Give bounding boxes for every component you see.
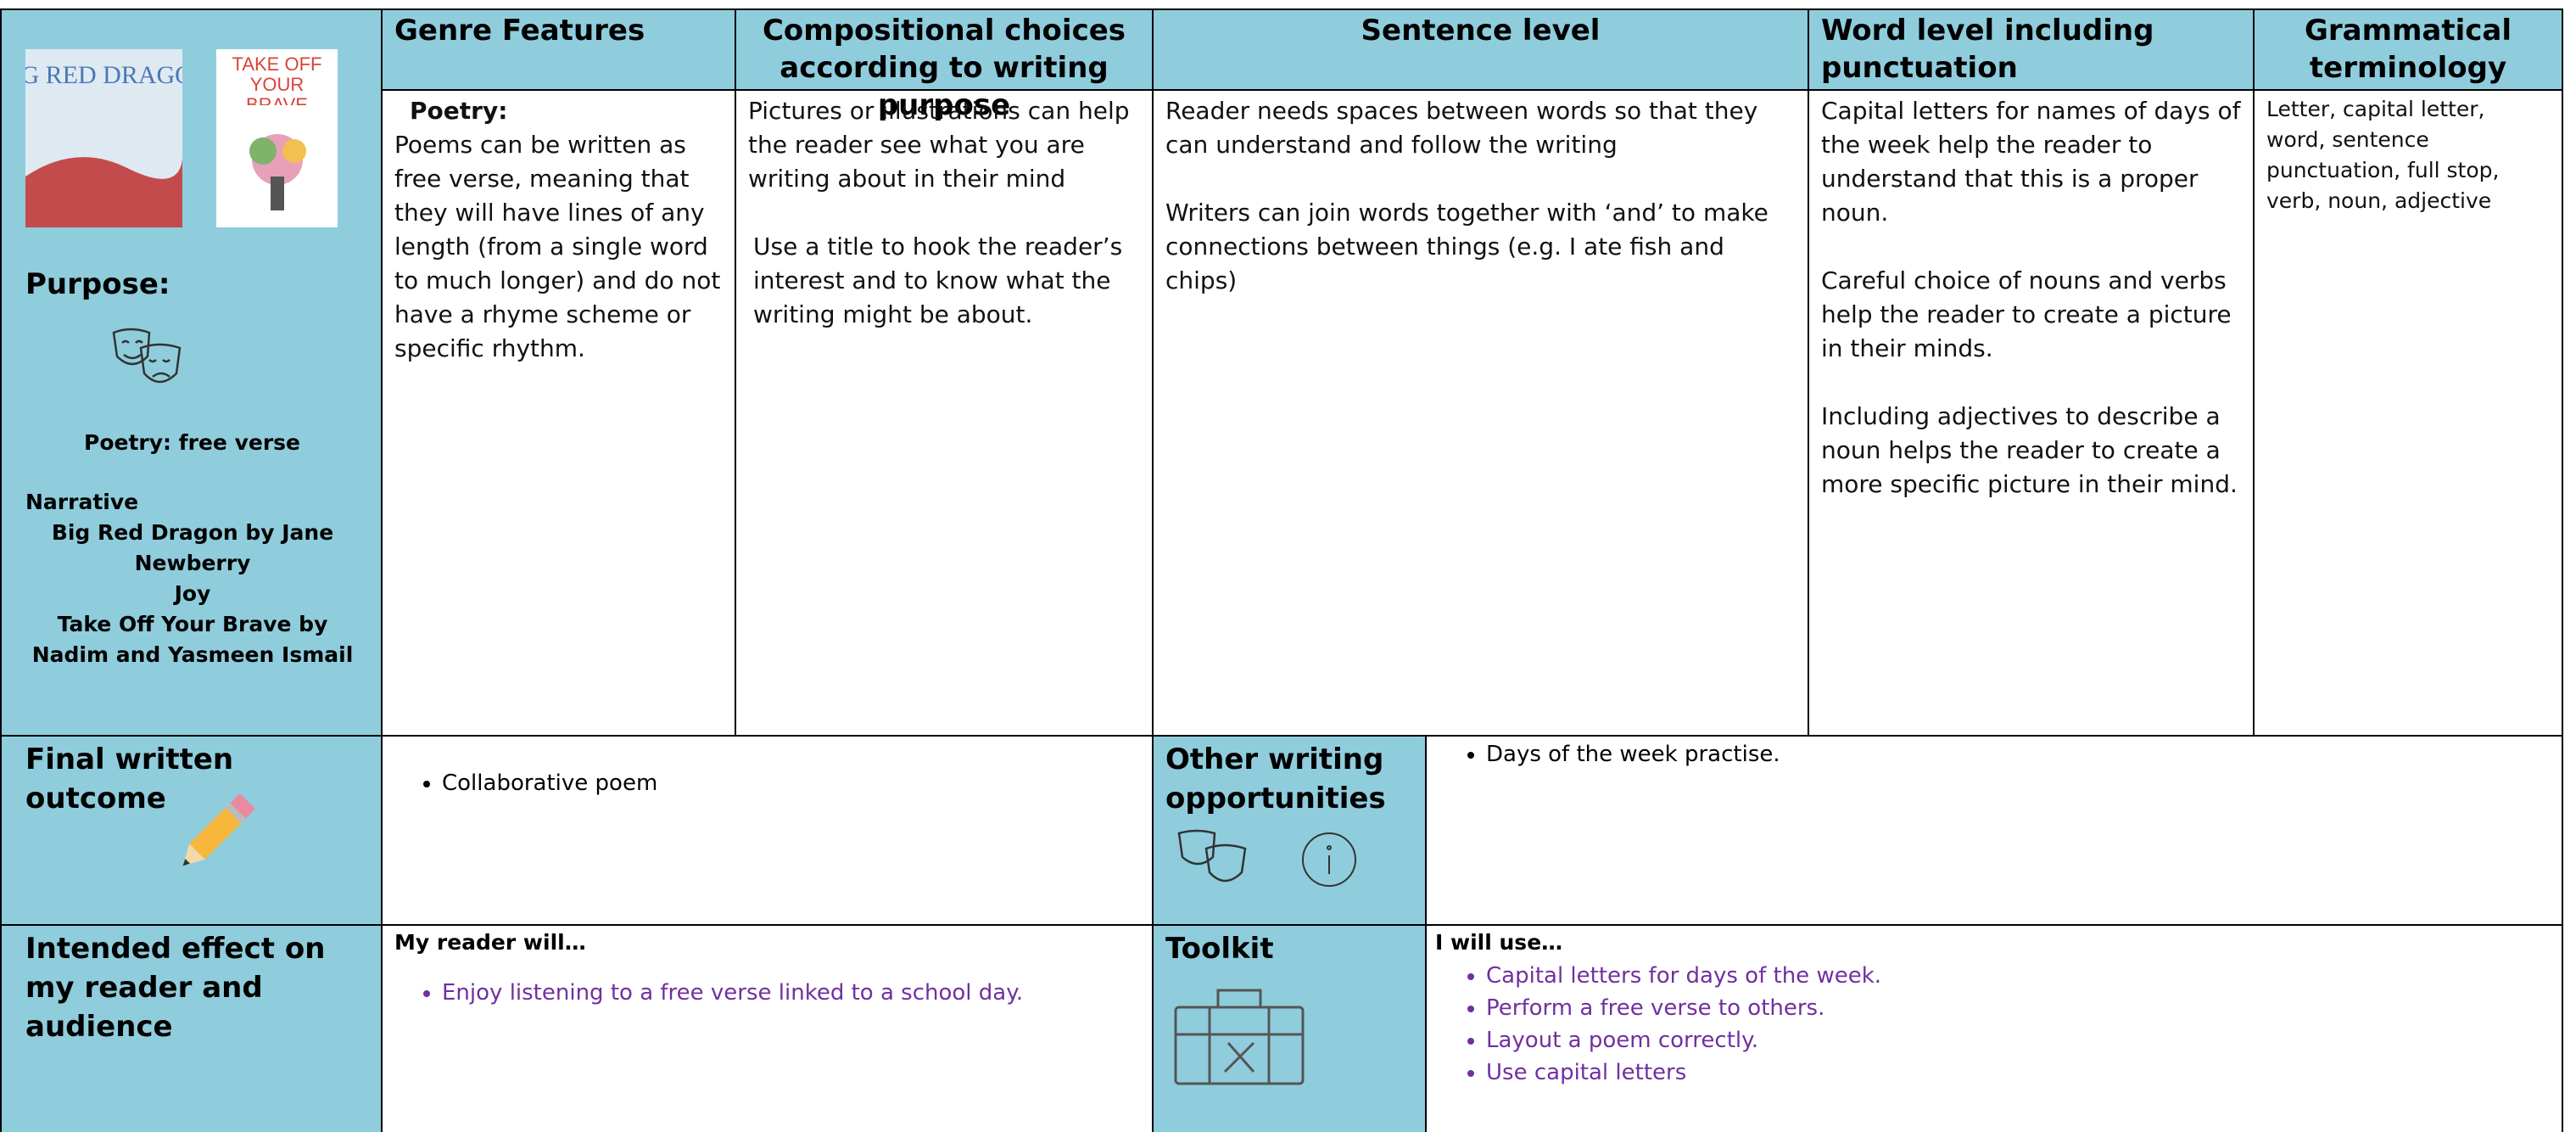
compositional-cell: Pictures or illustrations can help the r… [735,89,1154,737]
paragraph: Writers can join words together with ‘an… [1165,199,1769,294]
list-item: Enjoy listening to a free verse linked t… [442,977,1152,1009]
header: Compositional choices according to writi… [735,8,1154,122]
cover-title: TAKE OFF YOUR BRAVE [232,54,322,105]
list-item: Capital letters for days of the week. [1486,960,2562,992]
header: Word level including punctuation [1808,8,2255,91]
heading: My reader will… [394,930,586,955]
toolkit-content: I will use… Capital letters for days of … [1425,924,2563,1132]
other-cell: Other writing opportunities [1152,735,1427,926]
genre-text: Poems can be written as free verse, mean… [394,131,721,362]
heading: I will use… [1435,930,1563,955]
other-content: Days of the week practise. [1425,735,2563,926]
purpose-cell: BIG RED DRAGON TAKE OFF YOUR BRAVE Purpo… [0,8,383,737]
genre-text: Poetry: free verse [84,430,300,455]
label: Toolkit [1165,932,1274,966]
purpose-label: Purpose: [25,267,170,301]
effect-content: My reader will… Enjoy listening to a fre… [381,924,1154,1132]
word-cell: Capital letters for names of days of the… [1808,89,2255,737]
text-item: Joy [174,581,211,606]
paragraph: Including adjectives to describe a noun … [1821,402,2238,498]
list-item: Collaborative poem [442,767,1152,799]
book-cover: TAKE OFF YOUR BRAVE [216,49,338,227]
grammar-text: Letter, capital letter, word, sentence p… [2266,97,2500,213]
toolkit-cell: Toolkit [1152,924,1427,1132]
final-outcome-cell: Final written outcome [0,735,383,926]
paragraph: Reader needs spaces between words so tha… [1165,97,1758,159]
book-cover: BIG RED DRAGON [25,49,182,227]
paragraph: Use a title to hook the reader’s interes… [753,233,1123,328]
list-item: Layout a poem correctly. [1486,1024,2562,1056]
masks-icon [1177,829,1247,883]
list-item: Use capital letters [1486,1056,2562,1089]
text-item: Take Off Your Brave by Nadim and Yasmeen… [31,612,354,667]
label: Other writing opportunities [1165,743,1386,815]
text-item: Big Red Dragon by Jane Newberry [51,520,334,575]
header: Genre Features [381,8,736,91]
list-item: Perform a free verse to others. [1486,992,2562,1024]
genre-features-cell: Poetry: Poems can be written as free ver… [381,89,736,737]
masks-icon [112,328,182,384]
paragraph: Careful choice of nouns and verbs help t… [1821,266,2232,362]
narrative-label: Narrative [25,490,139,514]
sentence-cell: Reader needs spaces between words so tha… [1152,89,1809,737]
pencil-icon [182,793,256,866]
info-icon [1302,832,1356,887]
final-outcome-content: Collaborative poem [381,735,1154,926]
paragraph: Capital letters for names of days of the… [1821,97,2241,227]
label: Intended effect on my reader and audienc… [25,932,326,1044]
paragraph: Pictures or illustrations can help the r… [748,97,1130,193]
genre-heading: Poetry: [410,97,508,125]
header: Grammatical terminology [2253,8,2563,91]
cover-title: BIG RED DRAGON [25,61,182,89]
text-list: Big Red Dragon by Jane Newberry Joy Take… [32,518,354,670]
toolkit-icon [1174,989,1305,1085]
header: Sentence level [1152,8,1809,91]
grammar-cell: Letter, capital letter, word, sentence p… [2253,89,2563,737]
effect-cell: Intended effect on my reader and audienc… [0,924,383,1132]
label: Final written outcome [25,743,234,815]
list-item: Days of the week practise. [1486,738,2562,771]
